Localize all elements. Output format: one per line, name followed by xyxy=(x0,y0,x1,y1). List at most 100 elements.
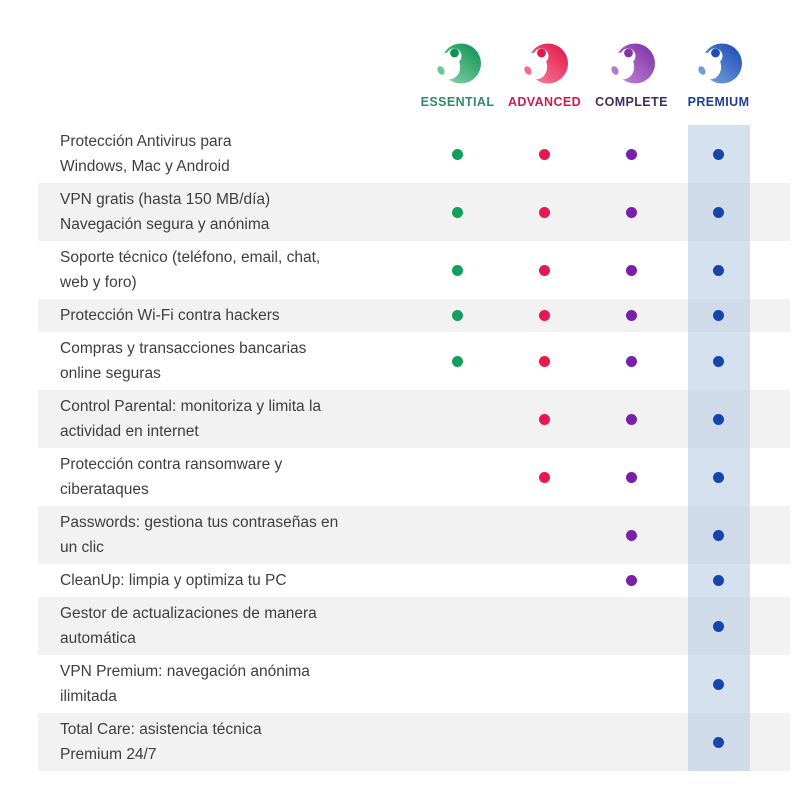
essential-cell xyxy=(414,564,501,597)
complete-cell xyxy=(588,448,675,506)
included-dot xyxy=(713,310,724,321)
complete-cell xyxy=(588,506,675,564)
included-dot xyxy=(626,206,637,218)
premium-cell xyxy=(675,597,762,655)
feature-label: Protección contra ransomware y ciberataq… xyxy=(60,456,283,498)
complete-cell xyxy=(588,597,675,655)
feature-label: Protección Antivirus para Windows, Mac y… xyxy=(60,133,232,175)
included-dot xyxy=(452,264,463,276)
feature-label: Compras y transacciones bancarias online… xyxy=(60,340,307,382)
included-dot xyxy=(452,355,463,367)
panda-complete-logo-icon xyxy=(609,43,655,84)
included-dot xyxy=(626,413,637,425)
included-dot xyxy=(713,471,724,483)
advanced-cell xyxy=(501,564,588,597)
complete-cell xyxy=(588,390,675,448)
essential-cell xyxy=(414,448,501,506)
included-dot xyxy=(626,529,637,541)
advanced-cell xyxy=(501,125,588,183)
included-dot xyxy=(452,206,463,218)
table-row: VPN Premium: navegación anónima ilimitad… xyxy=(38,655,790,713)
premium-cell xyxy=(675,241,762,299)
feature-label: Protección Wi-Fi contra hackers xyxy=(60,307,280,324)
essential-cell xyxy=(414,597,501,655)
plan-header-essential: ESSENTIAL xyxy=(414,42,501,109)
included-dot xyxy=(626,355,637,367)
advanced-cell xyxy=(501,241,588,299)
table-row: Protección Wi-Fi contra hackers xyxy=(38,299,790,332)
plan-header-premium: PREMIUM xyxy=(675,42,762,109)
complete-cell xyxy=(588,564,675,597)
feature-label: VPN gratis (hasta 150 MB/día) Navegación… xyxy=(60,191,271,233)
premium-cell xyxy=(675,390,762,448)
included-dot xyxy=(539,206,550,218)
included-dot xyxy=(539,148,550,160)
table-row: CleanUp: limpia y optimiza tu PC xyxy=(38,564,790,597)
complete-cell xyxy=(588,183,675,241)
premium-cell xyxy=(675,299,762,332)
table-row: Compras y transacciones bancarias online… xyxy=(38,332,790,390)
essential-cell xyxy=(414,183,501,241)
premium-cell xyxy=(675,183,762,241)
feature-label: CleanUp: limpia y optimiza tu PC xyxy=(60,572,287,589)
essential-cell xyxy=(414,713,501,771)
included-dot xyxy=(713,355,724,367)
included-dot xyxy=(539,355,550,367)
essential-cell xyxy=(414,390,501,448)
essential-cell xyxy=(414,241,501,299)
advanced-cell xyxy=(501,332,588,390)
table-row: Control Parental: monitoriza y limita la… xyxy=(38,390,790,448)
included-dot xyxy=(713,529,724,541)
header-spacer xyxy=(38,42,414,109)
premium-cell xyxy=(675,448,762,506)
included-dot xyxy=(713,148,724,160)
complete-cell xyxy=(588,332,675,390)
essential-cell xyxy=(414,299,501,332)
included-dot xyxy=(539,471,550,483)
included-dot xyxy=(626,148,637,160)
advanced-cell xyxy=(501,448,588,506)
panda-advanced-logo-icon xyxy=(522,43,568,84)
feature-label: Total Care: asistencia técnica Premium 2… xyxy=(60,721,262,763)
complete-cell xyxy=(588,299,675,332)
plan-comparison-table: ESSENTIAL ADVANCED xyxy=(38,42,790,771)
table-row: Protección Antivirus para Windows, Mac y… xyxy=(38,125,790,183)
included-dot xyxy=(452,148,463,160)
included-dot xyxy=(539,413,550,425)
plan-header-row: ESSENTIAL ADVANCED xyxy=(38,42,790,109)
premium-cell xyxy=(675,713,762,771)
advanced-cell xyxy=(501,183,588,241)
plan-label-premium: PREMIUM xyxy=(687,95,750,109)
included-dot xyxy=(713,736,724,748)
premium-cell xyxy=(675,655,762,713)
included-dot xyxy=(452,310,463,321)
premium-cell xyxy=(675,332,762,390)
feature-label: VPN Premium: navegación anónima ilimitad… xyxy=(60,663,310,705)
premium-cell xyxy=(675,564,762,597)
essential-cell xyxy=(414,506,501,564)
essential-cell xyxy=(414,125,501,183)
plan-header-advanced: ADVANCED xyxy=(501,42,588,109)
feature-label: Soporte técnico (teléfono, email, chat, … xyxy=(60,249,321,291)
included-dot xyxy=(713,575,724,586)
included-dot xyxy=(713,206,724,218)
table-row: Protección contra ransomware y ciberataq… xyxy=(38,448,790,506)
feature-rows: Protección Antivirus para Windows, Mac y… xyxy=(38,125,790,771)
feature-label: Gestor de actualizaciones de manera auto… xyxy=(60,605,317,647)
feature-label: Control Parental: monitoriza y limita la… xyxy=(60,398,322,440)
complete-cell xyxy=(588,241,675,299)
advanced-cell xyxy=(501,506,588,564)
complete-cell xyxy=(588,713,675,771)
plan-label-advanced: ADVANCED xyxy=(507,95,582,109)
advanced-cell xyxy=(501,299,588,332)
essential-cell xyxy=(414,655,501,713)
complete-cell xyxy=(588,655,675,713)
included-dot xyxy=(539,310,550,321)
feature-label: Passwords: gestiona tus contraseñas en u… xyxy=(60,514,339,556)
table-row: Soporte técnico (teléfono, email, chat, … xyxy=(38,241,790,299)
included-dot xyxy=(713,264,724,276)
table-row: Total Care: asistencia técnica Premium 2… xyxy=(38,713,790,771)
included-dot xyxy=(539,264,550,276)
table-row: VPN gratis (hasta 150 MB/día) Navegación… xyxy=(38,183,790,241)
advanced-cell xyxy=(501,597,588,655)
